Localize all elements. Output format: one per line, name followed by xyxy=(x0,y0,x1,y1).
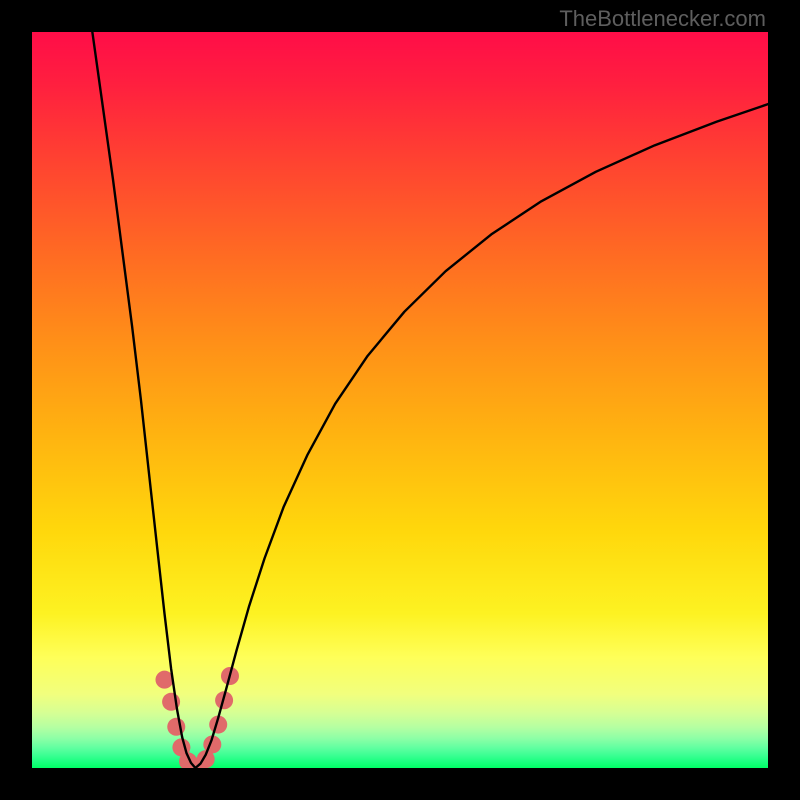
curve-left xyxy=(92,32,195,768)
watermark-text: TheBottlenecker.com xyxy=(559,6,766,32)
plot-svg-layer xyxy=(32,32,768,768)
curve-right xyxy=(195,104,768,768)
plot-area xyxy=(32,32,768,768)
curve-markers xyxy=(155,667,239,768)
